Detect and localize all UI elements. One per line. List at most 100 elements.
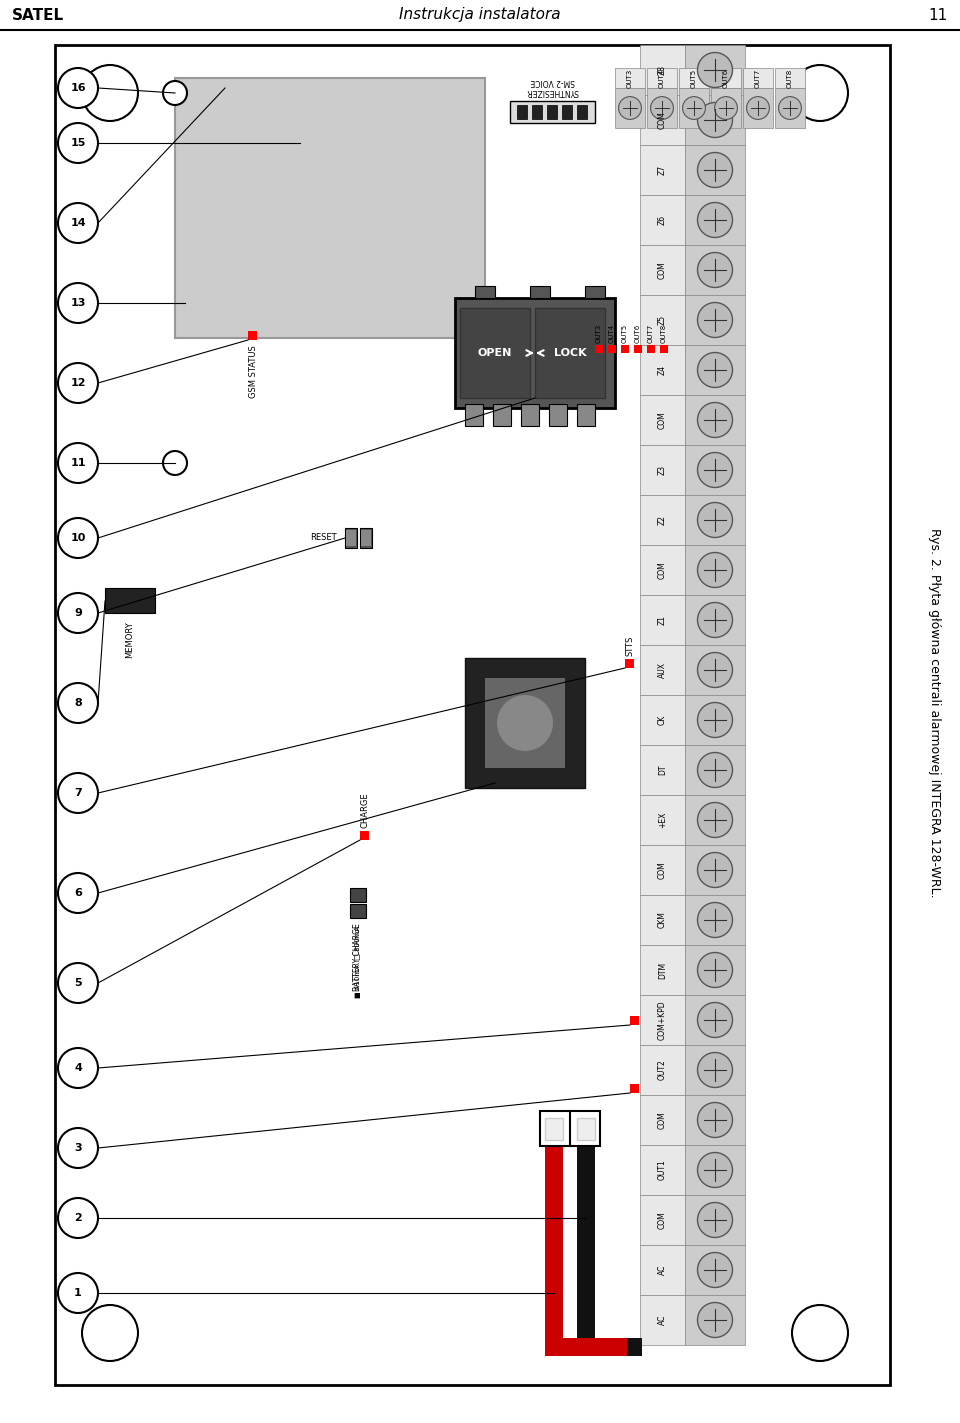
Text: OUT5: OUT5 [691, 68, 697, 88]
Bar [685, 845, 745, 895]
Bar [577, 1146, 595, 1338]
Circle shape [698, 1103, 732, 1137]
Bar [685, 595, 745, 645]
Text: Instrukcja instalatora: Instrukcja instalatora [399, 7, 561, 23]
Bar [685, 645, 745, 694]
Text: 14: 14 [70, 218, 85, 228]
Text: Z4: Z4 [658, 364, 667, 376]
Bar [465, 404, 483, 425]
Text: Rys. 2. Płyta główna centrali alarmowej INTEGRA 128-WRL.: Rys. 2. Płyta główna centrali alarmowej … [928, 528, 942, 898]
Text: OUT7: OUT7 [755, 68, 761, 88]
Bar [485, 677, 565, 768]
Circle shape [698, 102, 732, 138]
Text: 9: 9 [74, 608, 82, 618]
Text: COM: COM [658, 111, 667, 129]
Bar [640, 46, 685, 95]
Text: COM: COM [658, 1111, 667, 1128]
Text: BATTERY CHARGE: BATTERY CHARGE [353, 924, 363, 990]
Text: 2: 2 [74, 1212, 82, 1222]
Text: DT: DT [658, 764, 667, 776]
Bar [545, 1338, 563, 1356]
Text: OUT4: OUT4 [609, 324, 615, 343]
Bar [647, 88, 677, 128]
Text: 15: 15 [70, 138, 85, 148]
Bar [775, 68, 805, 88]
Bar [685, 495, 745, 545]
Circle shape [58, 1198, 98, 1238]
Bar [545, 1118, 563, 1140]
Text: AC: AC [658, 1265, 667, 1275]
Bar [615, 88, 645, 128]
Bar [562, 105, 572, 120]
Circle shape [698, 152, 732, 188]
Text: STTS: STTS [626, 636, 635, 656]
Bar [105, 588, 155, 613]
Circle shape [58, 283, 98, 323]
Text: 12: 12 [70, 379, 85, 388]
Bar [577, 1118, 595, 1140]
Text: Z1: Z1 [658, 615, 667, 625]
Bar [685, 1195, 745, 1245]
Text: COM: COM [658, 861, 667, 879]
Text: SATEL: SATEL [12, 7, 64, 23]
Text: OUT2: OUT2 [658, 1060, 667, 1080]
Circle shape [698, 303, 732, 337]
Bar [545, 1338, 627, 1356]
Bar [647, 344, 655, 353]
Circle shape [58, 1047, 98, 1089]
Bar [517, 105, 527, 120]
Circle shape [698, 703, 732, 737]
Bar [685, 895, 745, 945]
Bar [608, 344, 616, 353]
Bar [455, 297, 615, 408]
Bar [640, 845, 685, 895]
Circle shape [698, 453, 732, 488]
Bar [685, 445, 745, 495]
Bar [685, 1096, 745, 1146]
Circle shape [163, 81, 187, 105]
Bar [521, 404, 539, 425]
Circle shape [618, 97, 641, 120]
Bar [685, 545, 745, 595]
Bar [640, 145, 685, 195]
Circle shape [698, 202, 732, 238]
Bar [625, 659, 634, 667]
Circle shape [497, 694, 553, 751]
Bar [532, 105, 542, 120]
Text: Z5: Z5 [658, 314, 667, 324]
Bar [640, 645, 685, 694]
Text: +EX: +EX [658, 811, 667, 828]
Bar [640, 344, 685, 396]
Bar [640, 746, 685, 795]
Bar [640, 245, 685, 295]
Bar [634, 344, 642, 353]
Circle shape [792, 1305, 848, 1360]
Bar [640, 694, 685, 746]
Text: OUT8: OUT8 [787, 68, 793, 88]
Bar [545, 1338, 642, 1356]
Bar [640, 95, 685, 145]
Text: 1: 1 [74, 1288, 82, 1298]
Text: COM: COM [658, 1211, 667, 1229]
Circle shape [779, 97, 802, 120]
Circle shape [683, 97, 706, 120]
Bar [585, 286, 605, 297]
Circle shape [82, 1305, 138, 1360]
Text: CKM: CKM [658, 912, 667, 928]
Bar [630, 1016, 639, 1025]
Bar [55, 46, 890, 1385]
Bar [346, 529, 356, 546]
Text: 7: 7 [74, 788, 82, 798]
Circle shape [698, 753, 732, 787]
Bar [530, 286, 550, 297]
Bar [350, 888, 366, 902]
Text: 13: 13 [70, 297, 85, 307]
Bar [685, 746, 745, 795]
Circle shape [698, 852, 732, 888]
Bar [775, 88, 805, 128]
Circle shape [58, 1274, 98, 1313]
Text: 3: 3 [74, 1143, 82, 1153]
Circle shape [698, 502, 732, 538]
Bar [547, 105, 557, 120]
Circle shape [698, 252, 732, 287]
